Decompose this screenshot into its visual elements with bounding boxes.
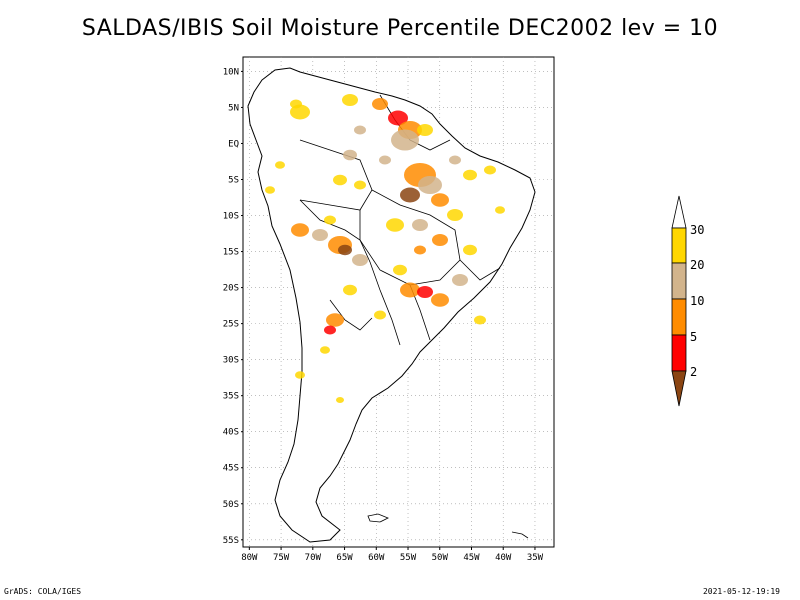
footer-credit: GrADS: COLA/IGES: [4, 587, 82, 596]
moisture-patch: [463, 244, 477, 256]
moisture-patch: [372, 98, 388, 110]
lon-tick-label: 70W: [305, 553, 322, 563]
colorbar-5-10: [671, 298, 687, 336]
south-georgia: [511, 531, 529, 539]
moisture-patch: [432, 234, 448, 246]
moisture-patch: [431, 293, 449, 307]
lat-tick-label: 10S: [223, 212, 239, 222]
lon-tick-label: 35W: [527, 553, 544, 563]
moisture-patch: [452, 274, 468, 286]
south-america-coastline: [247, 67, 536, 543]
lon-tick-label: 80W: [241, 553, 258, 563]
moisture-patch: [343, 149, 357, 161]
map-title: SALDAS/IBIS Soil Moisture Percentile DEC…: [81, 16, 719, 41]
moisture-patch: [326, 313, 344, 327]
colorbar-label-5: 5: [690, 330, 697, 344]
moisture-patch: [495, 206, 505, 214]
lon-tick-label: 65W: [336, 553, 353, 563]
longitude-labels: 80W 75W 70W 65W 60W 55W 50W 45W 40W 35W: [241, 547, 544, 563]
colorbar-10-20: [671, 262, 687, 300]
lat-tick-label: 5N: [228, 103, 239, 113]
colorbar: 30 20 10 5 2: [671, 195, 704, 407]
moisture-patch: [343, 284, 357, 296]
moisture-patch: [417, 286, 433, 298]
moisture-patch: [379, 155, 391, 165]
moisture-patch: [312, 229, 328, 241]
lat-tick-label: 30S: [223, 356, 239, 366]
colorbar-2-5: [671, 334, 687, 372]
moisture-patch: [484, 165, 496, 175]
lat-tick-label: 10N: [223, 67, 239, 77]
lat-tick-label: 40S: [223, 428, 239, 438]
moisture-patch: [295, 371, 305, 379]
moisture-patch: [449, 155, 461, 165]
moisture-patch: [418, 176, 442, 194]
colorbar-label-20: 20: [690, 258, 704, 272]
lon-tick-label: 55W: [400, 553, 417, 563]
lon-tick-label: 50W: [432, 553, 449, 563]
lon-tick-label: 40W: [495, 553, 512, 563]
lat-tick-label: EQ: [228, 139, 239, 149]
moisture-patch: [400, 187, 420, 203]
moisture-patch: [386, 218, 404, 232]
moisture-patch: [412, 219, 428, 231]
lat-tick-label: 25S: [223, 320, 239, 330]
lon-tick-label: 60W: [368, 553, 385, 563]
moisture-patch: [474, 315, 486, 325]
lat-tick-label: 55S: [223, 536, 239, 546]
colorbar-20-30: [671, 227, 687, 264]
lat-tick-label: 5S: [228, 176, 239, 186]
moisture-patch: [400, 282, 420, 298]
moisture-patch: [393, 264, 407, 276]
latitude-labels: 10N 5N EQ 5S 10S 15S 20S 25S 30S 35S 40S 45S 50S 55S: [223, 67, 243, 546]
moisture-patch: [388, 110, 408, 126]
lat-tick-label: 50S: [223, 500, 239, 510]
moisture-patch: [320, 346, 330, 354]
moisture-patch: [290, 99, 302, 109]
moisture-patch: [324, 325, 336, 335]
moisture-patch: [338, 244, 352, 256]
moisture-patch: [391, 129, 419, 151]
moisture-patch: [414, 245, 426, 255]
lat-tick-label: 45S: [223, 464, 239, 474]
colorbar-label-10: 10: [690, 294, 704, 308]
colorbar-below-2: [671, 370, 687, 407]
moisture-patch: [324, 215, 336, 225]
falkland-islands: [367, 513, 389, 523]
moisture-patch: [333, 174, 347, 186]
colorbar-above-30: [671, 195, 687, 229]
moisture-patch: [463, 169, 477, 181]
moisture-patch: [342, 94, 358, 106]
colorbar-label-30: 30: [690, 223, 704, 237]
lat-tick-label: 35S: [223, 392, 239, 402]
lat-tick-label: 15S: [223, 248, 239, 258]
country-borders: [299, 94, 501, 346]
moisture-patch: [354, 180, 366, 190]
moisture-patch: [336, 397, 344, 403]
moisture-patch: [265, 186, 275, 194]
moisture-patches: [265, 94, 505, 403]
moisture-patch: [447, 209, 463, 221]
lon-tick-label: 45W: [463, 553, 480, 563]
moisture-patch: [354, 125, 366, 135]
moisture-patch: [291, 223, 309, 237]
moisture-patch: [431, 193, 449, 207]
lat-tick-label: 20S: [223, 284, 239, 294]
colorbar-label-2: 2: [690, 365, 697, 379]
lon-tick-label: 75W: [273, 553, 290, 563]
moisture-patch: [374, 310, 386, 320]
moisture-patch: [417, 124, 433, 136]
footer-timestamp: 2021-05-12-19:19: [702, 587, 780, 596]
moisture-patch: [352, 254, 368, 266]
moisture-patch: [275, 161, 285, 169]
